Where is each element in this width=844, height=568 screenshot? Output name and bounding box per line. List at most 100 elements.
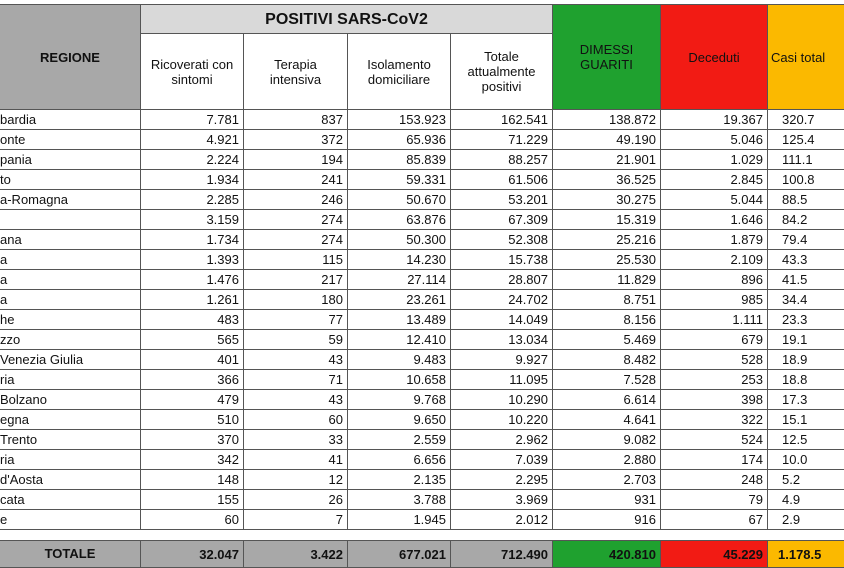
table-cell-terapia: 43 xyxy=(244,390,348,410)
table-cell-casi-totali: 100.8 xyxy=(768,170,844,190)
table-cell-casi-totali: 18.8 xyxy=(768,370,844,390)
table-cell-totale-positivi: 9.927 xyxy=(451,350,553,370)
table-cell-dimessi-guariti: 36.525 xyxy=(553,170,661,190)
table-cell-deceduti: 19.367 xyxy=(661,110,768,130)
table-cell-dimessi-guariti: 30.275 xyxy=(553,190,661,210)
total-cell-casi-totali: 1.178.5 xyxy=(768,540,844,568)
table-cell-dimessi-guariti: 9.082 xyxy=(553,430,661,450)
table-cell-regione: zzo xyxy=(0,330,141,350)
table-cell-dimessi-guariti: 8.482 xyxy=(553,350,661,370)
table-cell-deceduti: 2.845 xyxy=(661,170,768,190)
table-cell-isolamento: 10.658 xyxy=(348,370,451,390)
table-cell-totale-positivi: 88.257 xyxy=(451,150,553,170)
table-cell-deceduti: 1.646 xyxy=(661,210,768,230)
table-cell-casi-totali: 34.4 xyxy=(768,290,844,310)
table-cell-ricoverati: 148 xyxy=(141,470,244,490)
table-cell-regione: Venezia Giulia xyxy=(0,350,141,370)
table-cell-isolamento: 13.489 xyxy=(348,310,451,330)
header-positivi-group: POSITIVI SARS-CoV2 xyxy=(141,4,553,34)
table-cell-isolamento: 2.135 xyxy=(348,470,451,490)
table-cell-dimessi-guariti: 49.190 xyxy=(553,130,661,150)
total-cell-deceduti: 45.229 xyxy=(661,540,768,568)
table-cell-totale-positivi: 7.039 xyxy=(451,450,553,470)
table-cell-totale-positivi: 15.738 xyxy=(451,250,553,270)
table-cell-deceduti: 79 xyxy=(661,490,768,510)
table-cell-ricoverati: 1.476 xyxy=(141,270,244,290)
table-cell-isolamento: 50.670 xyxy=(348,190,451,210)
table-cell-terapia: 26 xyxy=(244,490,348,510)
table-cell-dimessi-guariti: 5.469 xyxy=(553,330,661,350)
table-cell-isolamento: 23.261 xyxy=(348,290,451,310)
table-cell-regione: bardia xyxy=(0,110,141,130)
table-cell-totale-positivi: 14.049 xyxy=(451,310,553,330)
table-cell-regione: to xyxy=(0,170,141,190)
table-cell-terapia: 115 xyxy=(244,250,348,270)
table-cell-deceduti: 896 xyxy=(661,270,768,290)
table-cell-dimessi-guariti: 8.156 xyxy=(553,310,661,330)
table-cell-terapia: 274 xyxy=(244,210,348,230)
table-cell-regione: egna xyxy=(0,410,141,430)
table-cell-terapia: 837 xyxy=(244,110,348,130)
table-cell-deceduti: 2.109 xyxy=(661,250,768,270)
total-cell-isolamento: 677.021 xyxy=(348,540,451,568)
table-cell-terapia: 372 xyxy=(244,130,348,150)
total-cell-ricoverati: 32.047 xyxy=(141,540,244,568)
table-cell-dimessi-guariti: 138.872 xyxy=(553,110,661,130)
table-cell-isolamento: 9.768 xyxy=(348,390,451,410)
table-cell-deceduti: 985 xyxy=(661,290,768,310)
table-cell-totale-positivi: 61.506 xyxy=(451,170,553,190)
header-ricoverati: Ricoverati con sintomi xyxy=(141,34,244,110)
table-cell-deceduti: 248 xyxy=(661,470,768,490)
table-cell-terapia: 59 xyxy=(244,330,348,350)
table-cell-dimessi-guariti: 931 xyxy=(553,490,661,510)
table-cell-isolamento: 9.650 xyxy=(348,410,451,430)
table-cell-totale-positivi: 162.541 xyxy=(451,110,553,130)
table-cell-casi-totali: 125.4 xyxy=(768,130,844,150)
table-cell-isolamento: 63.876 xyxy=(348,210,451,230)
table-cell-ricoverati: 483 xyxy=(141,310,244,330)
table-cell-regione: cata xyxy=(0,490,141,510)
table-cell-isolamento: 153.923 xyxy=(348,110,451,130)
table-cell-totale-positivi: 67.309 xyxy=(451,210,553,230)
table-cell-isolamento: 2.559 xyxy=(348,430,451,450)
table-cell-deceduti: 322 xyxy=(661,410,768,430)
header-regione: REGIONE xyxy=(0,4,141,110)
table-cell-terapia: 246 xyxy=(244,190,348,210)
table-cell-deceduti: 5.044 xyxy=(661,190,768,210)
table-cell-ricoverati: 401 xyxy=(141,350,244,370)
table-cell-regione: he xyxy=(0,310,141,330)
table-cell-terapia: 194 xyxy=(244,150,348,170)
table-cell-regione: e xyxy=(0,510,141,530)
table-cell-totale-positivi: 53.201 xyxy=(451,190,553,210)
table-cell-ricoverati: 2.285 xyxy=(141,190,244,210)
table-cell-casi-totali: 19.1 xyxy=(768,330,844,350)
table-cell-ricoverati: 1.734 xyxy=(141,230,244,250)
table-cell-casi-totali: 79.4 xyxy=(768,230,844,250)
table-cell-ricoverati: 366 xyxy=(141,370,244,390)
header-deceduti: Deceduti xyxy=(661,4,768,110)
table-cell-totale-positivi: 52.308 xyxy=(451,230,553,250)
table-cell-ricoverati: 4.921 xyxy=(141,130,244,150)
table-cell-regione: ria xyxy=(0,450,141,470)
table-cell-deceduti: 67 xyxy=(661,510,768,530)
header-terapia: Terapia intensiva xyxy=(244,34,348,110)
table-cell-regione: a xyxy=(0,250,141,270)
table-cell-regione: ana xyxy=(0,230,141,250)
table-cell-terapia: 41 xyxy=(244,450,348,470)
table-cell-casi-totali: 84.2 xyxy=(768,210,844,230)
table-cell-isolamento: 50.300 xyxy=(348,230,451,250)
total-cell-regione: TOTALE xyxy=(0,540,141,568)
total-cell-terapia: 3.422 xyxy=(244,540,348,568)
table-cell-isolamento: 3.788 xyxy=(348,490,451,510)
table-cell-isolamento: 27.114 xyxy=(348,270,451,290)
table-cell-totale-positivi: 11.095 xyxy=(451,370,553,390)
table-cell-ricoverati: 510 xyxy=(141,410,244,430)
table-cell-dimessi-guariti: 6.614 xyxy=(553,390,661,410)
table-cell-deceduti: 253 xyxy=(661,370,768,390)
table-cell-casi-totali: 5.2 xyxy=(768,470,844,490)
table-cell-totale-positivi: 28.807 xyxy=(451,270,553,290)
table-cell-regione: a-Romagna xyxy=(0,190,141,210)
table-cell-terapia: 60 xyxy=(244,410,348,430)
table-cell-casi-totali: 111.1 xyxy=(768,150,844,170)
